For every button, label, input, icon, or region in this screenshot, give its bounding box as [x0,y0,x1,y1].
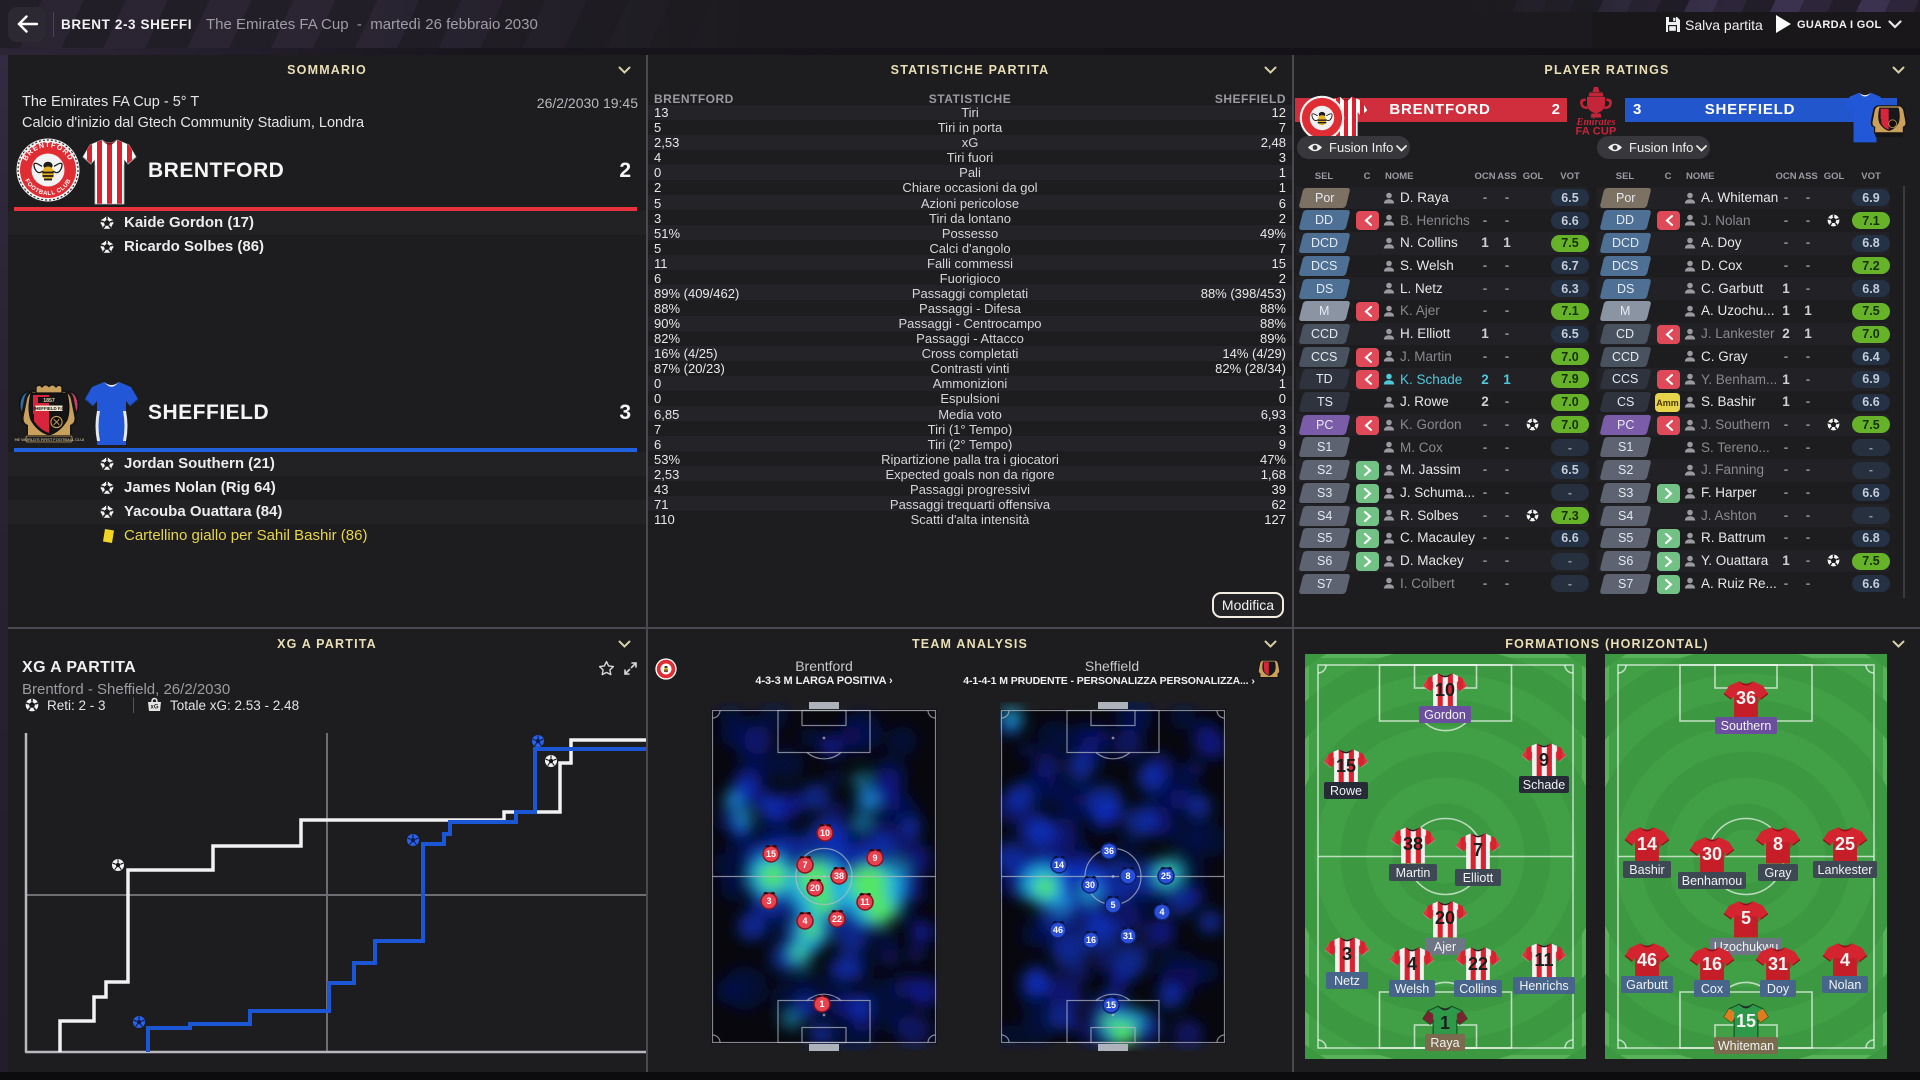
svg-text:Raya: Raya [1430,1036,1459,1050]
svg-text:36: 36 [1736,688,1756,708]
svg-text:30: 30 [1085,880,1095,890]
svg-text:5: 5 [1741,908,1751,928]
svg-text:31: 31 [1768,954,1788,974]
svg-text:FA CUP: FA CUP [1576,126,1616,136]
svg-text:46: 46 [1637,950,1657,970]
svg-text:22: 22 [1468,954,1488,974]
svg-text:Doy: Doy [1767,982,1790,996]
svg-text:1857: 1857 [43,398,55,404]
svg-text:Netz: Netz [1334,974,1360,988]
svg-text:xG: xG [150,705,158,711]
svg-text:46: 46 [1053,925,1063,935]
svg-text:Lankester: Lankester [1818,863,1873,877]
svg-text:38: 38 [1403,834,1423,854]
svg-text:10: 10 [1435,680,1455,700]
svg-text:5: 5 [1110,900,1115,910]
svg-text:Garbutt: Garbutt [1626,978,1668,992]
svg-text:16: 16 [1086,935,1096,945]
svg-text:Whiteman: Whiteman [1718,1039,1774,1053]
svg-text:10: 10 [820,828,830,838]
svg-text:Nolan: Nolan [1829,978,1862,992]
svg-text:38: 38 [834,871,844,881]
svg-text:Benhamou: Benhamou [1682,874,1743,888]
svg-text:Uzochukwu: Uzochukwu [1714,940,1779,954]
svg-text:4: 4 [1407,954,1417,974]
svg-text:15: 15 [1736,1011,1756,1031]
svg-text:36: 36 [1104,846,1114,856]
svg-text:4: 4 [802,916,807,926]
svg-text:Cox: Cox [1701,982,1724,996]
svg-text:Bashir: Bashir [1629,863,1664,877]
svg-text:7: 7 [1473,840,1483,860]
svg-text:11: 11 [1534,950,1553,970]
svg-text:Martin: Martin [1396,866,1431,880]
svg-text:20: 20 [810,883,820,893]
svg-text:8: 8 [1773,834,1783,854]
svg-text:25: 25 [1161,871,1171,881]
svg-text:SHEFFIELD F.C.: SHEFFIELD F.C. [32,406,65,411]
svg-text:3: 3 [1342,944,1352,964]
svg-text:16: 16 [1702,954,1722,974]
svg-text:31: 31 [1123,931,1133,941]
svg-text:Gordon: Gordon [1424,708,1466,722]
svg-text:14: 14 [1637,834,1657,854]
svg-text:THE WORLD'S FIRST FOOTBALL CLU: THE WORLD'S FIRST FOOTBALL CLUB [14,437,84,442]
svg-text:Collins: Collins [1459,982,1497,996]
svg-text:3: 3 [766,896,771,906]
svg-text:Welsh: Welsh [1395,982,1430,996]
svg-text:Elliott: Elliott [1463,871,1494,885]
svg-text:9: 9 [1539,750,1549,770]
svg-text:1: 1 [819,999,824,1009]
svg-text:Ajer: Ajer [1434,940,1456,954]
svg-text:Rowe: Rowe [1330,784,1362,798]
svg-text:11: 11 [860,897,870,907]
svg-text:15: 15 [1106,1000,1116,1010]
svg-text:20: 20 [1435,908,1455,928]
svg-text:Emirates: Emirates [1576,117,1616,128]
svg-text:8: 8 [1125,871,1130,881]
svg-text:7: 7 [802,860,807,870]
svg-text:Southern: Southern [1721,719,1772,733]
svg-text:22: 22 [832,914,842,924]
svg-text:4: 4 [1840,950,1850,970]
svg-text:Henrichs: Henrichs [1519,979,1568,993]
svg-text:1: 1 [1440,1013,1450,1033]
svg-text:15: 15 [1336,756,1356,776]
svg-text:30: 30 [1702,844,1722,864]
svg-text:Schade: Schade [1523,778,1565,792]
svg-text:25: 25 [1835,834,1855,854]
svg-text:14: 14 [1054,860,1064,870]
svg-text:Gray: Gray [1764,866,1792,880]
svg-text:15: 15 [766,849,776,859]
svg-text:4: 4 [1159,907,1164,917]
svg-text:9: 9 [872,853,877,863]
